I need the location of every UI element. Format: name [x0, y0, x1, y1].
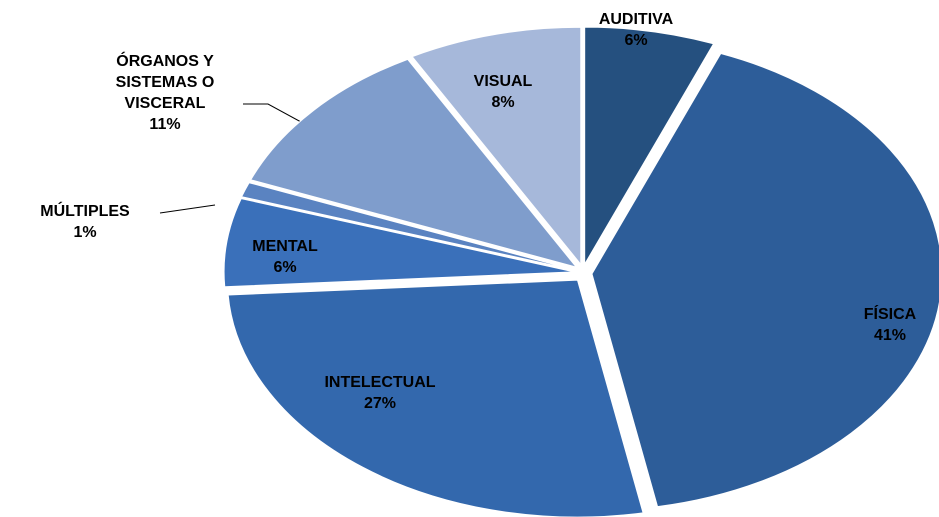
slice-label: FÍSICA — [864, 304, 917, 323]
slice-value-label: 41% — [874, 327, 906, 344]
pie-slice — [591, 52, 939, 508]
leader-line — [243, 103, 313, 129]
pie-slice — [240, 182, 575, 271]
slice-value-label: 6% — [624, 32, 647, 49]
pie-slice — [250, 58, 578, 268]
slice-label: ÓRGANOS Y SISTEMAS O VISCERAL — [116, 51, 215, 112]
slice-label: INTELECTUAL — [324, 374, 435, 391]
slice-value-label: 6% — [273, 259, 296, 276]
pie-slice — [411, 26, 582, 266]
slice-value-label: 1% — [73, 224, 96, 241]
pie-slice — [584, 26, 715, 267]
slice-label: MENTAL — [252, 238, 318, 255]
slice-value-label: 11% — [149, 116, 180, 133]
pie-slice — [227, 279, 644, 517]
pie-slice — [223, 198, 575, 288]
slice-label: MÚLTIPLES — [40, 201, 130, 220]
slice-value-label: 8% — [491, 94, 514, 111]
slice-label: AUDITIVA — [599, 11, 674, 28]
slice-value-label: 27% — [364, 395, 396, 412]
leader-line — [159, 204, 216, 214]
slice-label: VISUAL — [474, 73, 533, 90]
